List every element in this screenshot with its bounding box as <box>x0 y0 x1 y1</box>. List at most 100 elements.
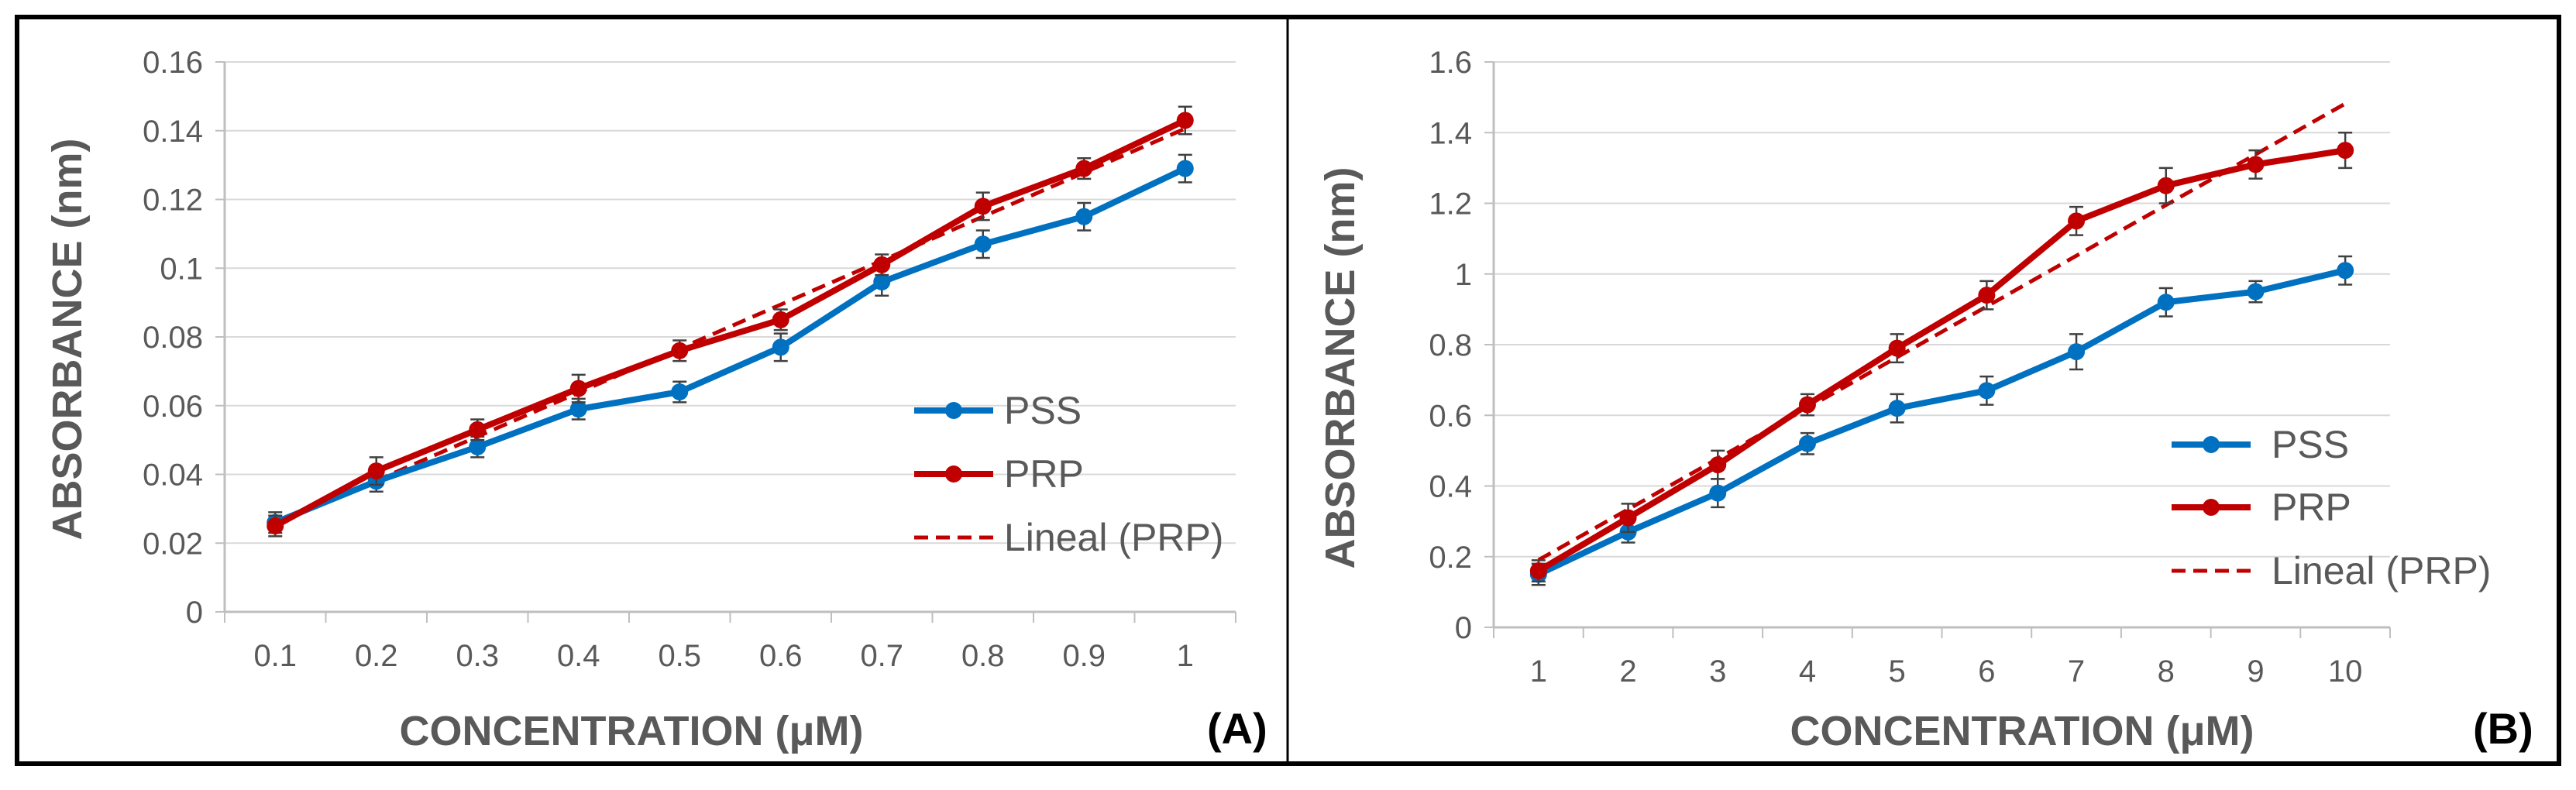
prp-point-a <box>1176 112 1194 129</box>
legend-label-prp-a: PRP <box>1004 452 1084 496</box>
prp-point-a <box>873 256 891 273</box>
x-tick-label-a: 0.5 <box>658 639 701 673</box>
legend-b: PSS PRP Lineal (PRP) <box>2172 423 2491 592</box>
prp-point-b <box>2068 212 2086 230</box>
y-tick-label-a: 0.1 <box>160 252 203 286</box>
axes-b <box>1484 61 2391 638</box>
y-tick-label-b: 1.2 <box>1429 187 1472 222</box>
x-tick-label-b: 8 <box>2158 654 2175 689</box>
y-tick-label-b: 0.2 <box>1429 541 1472 575</box>
legend-label-trend-b: Lineal (PRP) <box>2272 549 2491 592</box>
pss-point-b <box>1888 400 1906 417</box>
y-tick-label-b: 1.6 <box>1429 46 1472 80</box>
legend-item-trend-a: Lineal (PRP) <box>914 516 1223 559</box>
prp-point-a <box>469 421 487 438</box>
y-tick-label-a: 0.02 <box>143 527 203 561</box>
legend-a: PSS PRP Lineal (PRP) <box>914 389 1223 559</box>
pss-point-a <box>671 383 689 400</box>
pss-point-b <box>1709 484 1727 502</box>
panel-a: 00.020.040.060.080.10.120.140.16 0.1 0.2 0… <box>44 46 1267 754</box>
pss-point-a <box>1176 160 1194 177</box>
prp-point-b <box>1888 339 1906 357</box>
legend-label-prp-b: PRP <box>2272 486 2351 529</box>
legend-marker-prp-b <box>2203 499 2220 516</box>
legend-label-pss-a: PSS <box>1004 389 1082 432</box>
pss-point-a <box>1075 208 1093 225</box>
x-tick-label-a: 0.4 <box>557 639 600 673</box>
pss-point-b <box>2157 294 2175 311</box>
prp-point-a <box>974 198 992 215</box>
prp-point-a <box>267 517 284 535</box>
prp-line-a <box>273 117 1187 529</box>
y-tick-label-a: 0.06 <box>143 390 203 424</box>
pss-point-a <box>569 400 587 418</box>
pss-point-b <box>2337 262 2354 280</box>
panel-b: 0 0.2 0.4 0.6 0.8 1 1.2 1.4 1.6 1 2 3 4 5 6 7 8 9 10 CONC… <box>1317 46 2533 754</box>
y-axis-title-a: ABSORBANCE (nm) <box>44 139 91 541</box>
y-tick-label-b: 0.6 <box>1429 399 1472 433</box>
trendline-b-line <box>1537 101 2347 562</box>
y-tick-label-b: 1 <box>1455 258 1472 292</box>
prp-point-b <box>1709 456 1727 474</box>
y-tick-label-a: 0.12 <box>143 184 203 218</box>
prp-point-b <box>2337 142 2354 160</box>
x-ticks-a: 0.1 0.2 0.3 0.4 0.5 0.6 0.7 0.8 0.9 1 <box>253 639 1193 673</box>
legend-item-pss-a: PSS <box>914 389 1082 432</box>
trendline-a-line <box>274 126 1186 527</box>
prp-point-b <box>1798 396 1816 414</box>
y-ticks-a: 0 0.02 0.04 0.06 0.08 0.1 0.12 0.14 0.16 <box>143 46 203 630</box>
legend-item-prp-b: PRP <box>2172 486 2351 529</box>
pss-point-a <box>873 273 891 290</box>
prp-point-b <box>2247 156 2265 173</box>
legend-label-trend-a: Lineal (PRP) <box>1004 516 1223 559</box>
grid-a <box>225 61 1236 544</box>
pss-point-a <box>772 338 789 356</box>
prp-point-a <box>569 380 587 397</box>
x-tick-label-b: 3 <box>1709 654 1726 689</box>
legend-marker-pss-a <box>945 402 962 419</box>
panel-label-a: (A) <box>1207 704 1267 753</box>
x-tick-label-a: 0.3 <box>456 639 499 673</box>
legend-marker-prp-a <box>945 465 962 483</box>
x-ticks-b: 1 2 3 4 5 6 7 8 9 10 <box>1530 654 2363 689</box>
x-axis-title-b: CONCENTRATION (μM) <box>1790 708 2254 754</box>
prp-point-a <box>1075 160 1093 177</box>
legend-item-trend-b: Lineal (PRP) <box>2172 549 2491 592</box>
pss-point-a <box>974 235 992 253</box>
y-tick-label-b: 1.4 <box>1429 116 1472 150</box>
prp-point-b <box>2157 177 2175 194</box>
x-tick-label-b: 6 <box>1978 654 1995 689</box>
legend-label-pss-b: PSS <box>2272 423 2349 466</box>
prp-line-b <box>1536 147 2346 574</box>
prp-point-b <box>1619 509 1637 527</box>
y-axis-title-b: ABSORBANCE (nm) <box>1317 167 1364 569</box>
legend-item-pss-b: PSS <box>2172 423 2349 466</box>
y-tick-label-b: 0.4 <box>1429 470 1472 504</box>
x-tick-label-b: 9 <box>2247 654 2264 689</box>
x-tick-label-a: 0.1 <box>253 639 297 673</box>
panel-label-b: (B) <box>2473 704 2533 753</box>
pss-line-a <box>273 165 1187 526</box>
trendline-b <box>1537 101 2347 562</box>
pss-point-b <box>1978 382 1996 400</box>
x-tick-label-b: 4 <box>1799 654 1816 689</box>
pss-point-b <box>1798 434 1816 452</box>
series-a <box>267 105 1194 538</box>
prp-point-b <box>1529 562 1547 579</box>
trendline-a <box>274 126 1186 527</box>
prp-point-a <box>671 342 689 359</box>
grid-b <box>1494 61 2390 558</box>
legend-marker-pss-b <box>2203 436 2220 453</box>
x-tick-label-a: 0.8 <box>961 639 1005 673</box>
y-tick-label-b: 0 <box>1455 611 1472 645</box>
pss-point-b <box>2068 343 2086 361</box>
x-tick-label-a: 0.9 <box>1062 639 1106 673</box>
x-tick-label-a: 0.6 <box>759 639 803 673</box>
prp-point-a <box>772 311 789 328</box>
prp-point-a <box>367 462 385 480</box>
series-b <box>1529 132 2354 586</box>
x-tick-label-b: 10 <box>2328 654 2363 689</box>
y-tick-label-a: 0.14 <box>143 115 203 149</box>
x-tick-label-b: 7 <box>2068 654 2085 689</box>
